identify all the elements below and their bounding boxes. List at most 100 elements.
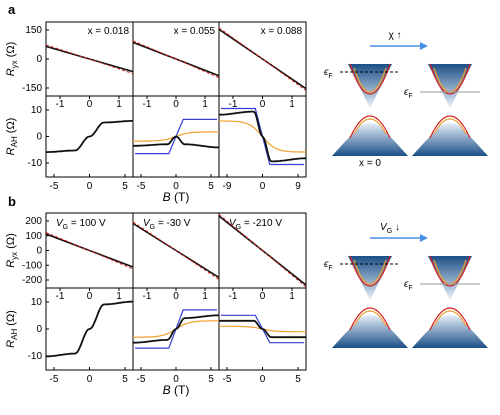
inner-tick-label: 1 (202, 291, 208, 302)
ryx-tick-label: 200 (25, 216, 42, 227)
inner-tick-label: -1 (143, 99, 152, 110)
right-orange-lower (433, 118, 467, 135)
rah-tick-label: -10 (28, 351, 43, 362)
right-fermi-label: ϵF (404, 279, 413, 292)
inner-tick-label: 0 (87, 291, 93, 302)
right-red-band (429, 63, 471, 95)
right-valence (412, 314, 488, 348)
inner-tick-label: 1 (202, 99, 208, 110)
rah-data-line (219, 110, 306, 163)
panel-letter: a (8, 2, 16, 17)
ryx-fit-line (218, 214, 307, 288)
ryx-tick-label: -200 (22, 275, 42, 286)
ryx-tick-label: 150 (25, 25, 42, 36)
right-red-lower (429, 307, 471, 331)
right-upper-cone (428, 64, 472, 108)
left-valence (332, 122, 408, 156)
x-tick-label: -5 (50, 374, 59, 385)
panel-annotation: x = 0.055 (174, 26, 216, 37)
left-orange-band (353, 67, 387, 93)
ryx-fit-line (132, 40, 220, 79)
rah-tick-label: 0 (36, 132, 42, 143)
panel-letter: b (8, 194, 16, 209)
change-arrowhead (420, 42, 428, 50)
rah-data-line (46, 300, 133, 358)
schematic-b: VG ↓ ϵF ϵF (324, 222, 488, 348)
x-tick-label: 5 (208, 374, 214, 385)
panel-annotation: VG = -30 V (143, 218, 191, 231)
rah-tick-label: 10 (31, 297, 43, 308)
left-red-lower (349, 115, 391, 139)
ryx-tick-label: 100 (25, 231, 42, 242)
x-tick-label: 9 (295, 181, 301, 192)
left-fermi-label: ϵF (324, 67, 333, 80)
schematic-a: χ ↑ ϵF ϵF x = 0 (324, 30, 488, 169)
change-arrowhead (420, 234, 428, 242)
x-tick-label: 0 (87, 181, 93, 192)
inner-tick-label: 0 (173, 99, 179, 110)
right-red-lower (429, 115, 471, 139)
left-orange-band (353, 259, 387, 285)
right-upper-cone (428, 256, 472, 300)
rah-tick-label: 0 (36, 324, 42, 335)
rah-tick-label: 10 (31, 105, 43, 116)
ryx-fit-line (218, 27, 307, 92)
rah-data-line (133, 314, 219, 344)
ryx-axis-label: Ryx (Ω) (5, 42, 19, 77)
schematic-caption: x = 0 (359, 158, 381, 169)
inner-tick-label: 1 (116, 291, 122, 302)
left-valence (332, 314, 408, 348)
inner-tick-label: 1 (116, 99, 122, 110)
ryx-fit-line (45, 232, 134, 270)
panel-annotation: VG = -210 V (229, 218, 282, 231)
x-tick-label: -5 (50, 181, 59, 192)
inner-tick-label: -1 (56, 99, 65, 110)
panel-annotation: x = 0.018 (88, 26, 130, 37)
x-tick-label: 5 (295, 374, 301, 385)
x-tick-label: 0 (87, 374, 93, 385)
inner-tick-label: 0 (260, 99, 266, 110)
ryx-tick-label: 0 (36, 246, 42, 257)
ryx-tick-label: -150 (22, 83, 42, 94)
inner-tick-label: -1 (229, 99, 238, 110)
rah-axis-label: RAH (Ω) (5, 310, 19, 348)
left-orange-lower (353, 310, 387, 327)
x-tick-label: 5 (208, 181, 214, 192)
x-tick-label: -5 (223, 374, 232, 385)
right-orange-lower (433, 310, 467, 327)
rah-axis-label: RAH (Ω) (5, 118, 19, 156)
x-tick-label: -5 (137, 374, 146, 385)
rah-data-line (133, 135, 219, 149)
left-upper-cone (348, 256, 392, 300)
x-axis-label: B (T) (163, 190, 190, 204)
ryx-fit-line (132, 221, 220, 280)
panel-annotation: VG = 100 V (56, 218, 106, 231)
right-fermi-label: ϵF (404, 87, 413, 100)
ryx-tick-label: -100 (22, 260, 42, 271)
ryx-tick-label: 0 (36, 54, 42, 65)
ryx-axis-label: Ryx (Ω) (5, 233, 19, 268)
inner-tick-label: 0 (260, 291, 266, 302)
x-tick-label: 0 (173, 181, 179, 192)
inner-tick-label: -1 (229, 291, 238, 302)
left-fermi-label: ϵF (324, 259, 333, 272)
left-red-band (349, 63, 391, 95)
inner-tick-label: 0 (87, 99, 93, 110)
left-orange-lower (353, 118, 387, 135)
inner-tick-label: 1 (289, 291, 295, 302)
rah-data-line (46, 120, 133, 153)
left-upper-cone (348, 64, 392, 108)
x-tick-label: 0 (260, 374, 266, 385)
right-red-band (429, 255, 471, 287)
panel-annotation: x = 0.088 (261, 26, 303, 37)
inner-tick-label: 0 (173, 291, 179, 302)
rah-tick-label: -10 (28, 158, 43, 169)
arrow-label: VG ↓ (380, 222, 400, 235)
arrow-label: χ ↑ (388, 30, 401, 41)
right-valence (412, 122, 488, 156)
x-tick-label: 0 (173, 374, 179, 385)
x-tick-label: 5 (122, 181, 128, 192)
rah-data-line (219, 319, 306, 339)
